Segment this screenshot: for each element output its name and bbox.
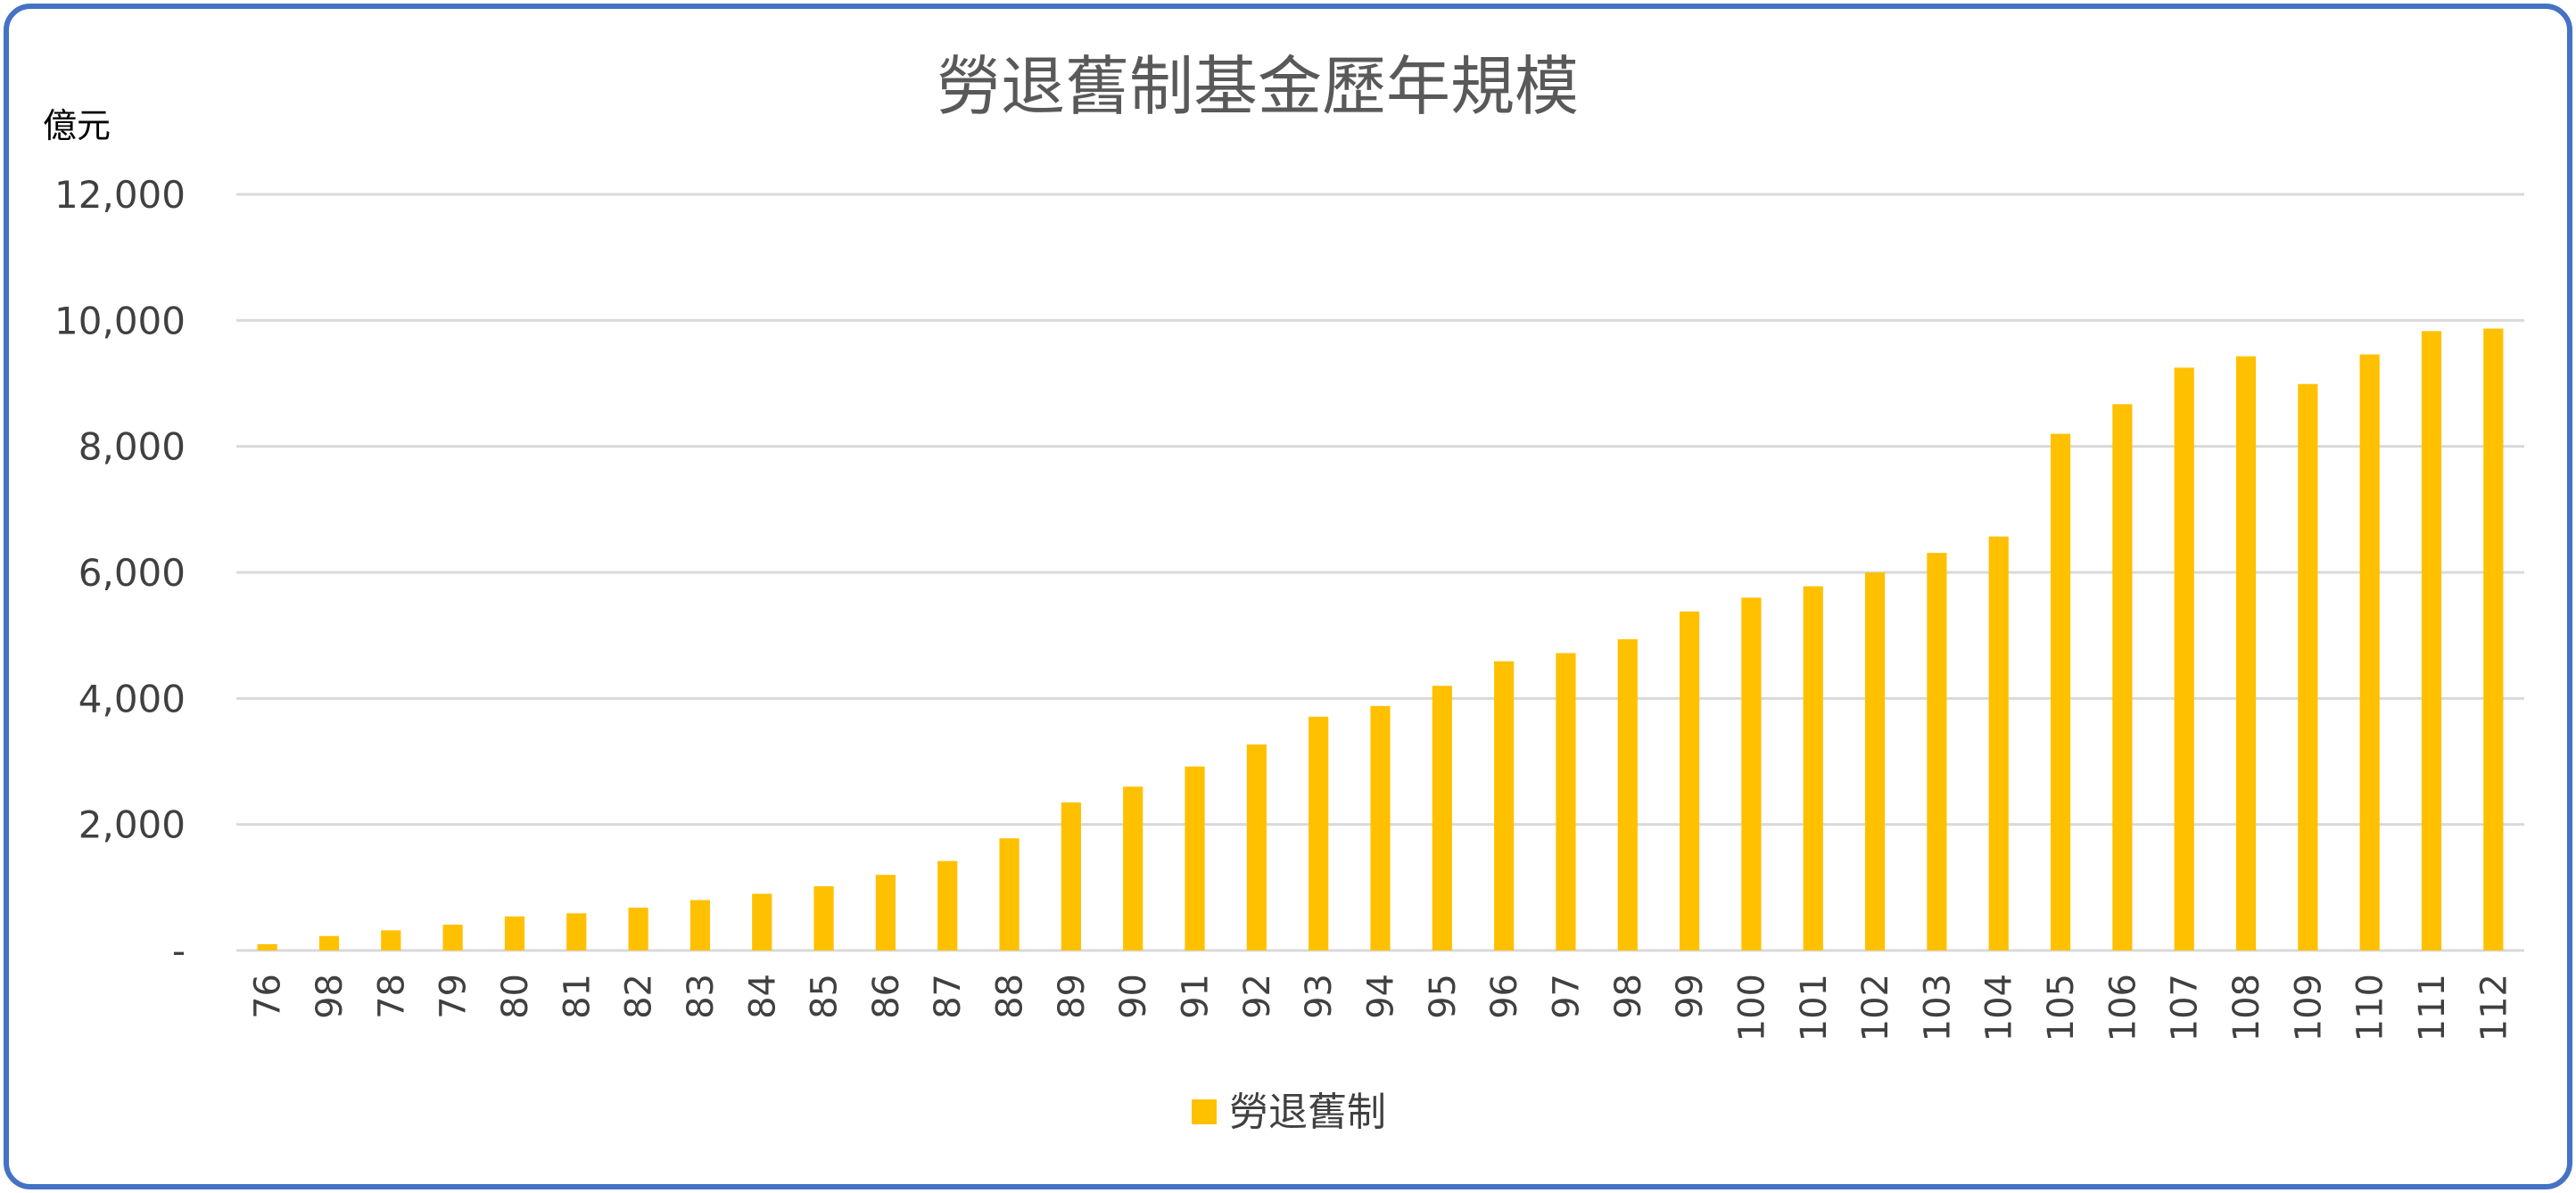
bar [1123, 786, 1144, 950]
bar [381, 930, 401, 950]
x-tick-label: 80 [495, 974, 536, 1019]
bar [1927, 553, 1947, 950]
bar [628, 907, 648, 950]
bars [257, 328, 2504, 950]
x-tick-label: 83 [681, 974, 722, 1019]
x-tick-label: 82 [619, 974, 660, 1019]
bar [875, 875, 896, 950]
x-tick-label: 99 [1670, 974, 1711, 1019]
x-tick-label: 96 [1484, 974, 1525, 1019]
bar [1061, 802, 1081, 950]
x-tick-label: 95 [1423, 974, 1464, 1019]
x-tick-label: 105 [2041, 974, 2082, 1041]
x-tick-label: 89 [1052, 974, 1093, 1019]
x-tick-label: 78 [371, 974, 412, 1019]
x-tick-label: 84 [742, 974, 783, 1019]
x-tick-label: 94 [1361, 974, 1402, 1019]
x-axis-tick-labels: 76 98 78 79 80 81 82 83 84 85 86 87 88 89 90 91 92 93 94 95… [248, 974, 2515, 1041]
x-tick-label: 111 [2412, 974, 2453, 1041]
x-tick-label: 76 [248, 974, 289, 1019]
x-tick-label: 103 [1917, 974, 1958, 1041]
bar [2359, 354, 2380, 950]
bar [1556, 653, 1576, 950]
bar [566, 913, 587, 950]
y-tick-label: - [172, 929, 186, 973]
x-tick-label: 98 [1608, 974, 1649, 1019]
legend-swatch [1192, 1099, 1217, 1124]
bar [937, 860, 958, 950]
y-tick-label: 2,000 [78, 803, 186, 847]
bar [1246, 744, 1267, 950]
bar [442, 925, 463, 950]
bar [504, 916, 525, 950]
x-tick-label: 79 [433, 974, 475, 1019]
y-tick-label: 10,000 [54, 299, 186, 342]
x-tick-label: 112 [2473, 974, 2514, 1041]
bar [2421, 331, 2442, 950]
y-axis-unit-label: 億元 [43, 106, 111, 145]
bar [1370, 705, 1391, 950]
y-tick-label: 4,000 [78, 677, 186, 720]
bar [1680, 611, 1700, 950]
bar [2235, 356, 2257, 950]
x-tick-label: 110 [2350, 974, 2391, 1041]
y-tick-label: 12,000 [54, 173, 186, 217]
x-tick-label: 81 [557, 974, 598, 1019]
bar [318, 935, 340, 950]
bar [999, 838, 1020, 950]
bar [2298, 383, 2318, 950]
x-tick-label: 108 [2226, 974, 2267, 1041]
x-tick-label: 106 [2102, 974, 2143, 1041]
y-tick-label: 6,000 [78, 551, 186, 595]
bar [1309, 716, 1329, 950]
bar [752, 893, 772, 950]
bar [1617, 638, 1638, 950]
bar [813, 885, 834, 950]
bar [1865, 572, 1886, 950]
bar [2483, 328, 2504, 950]
x-tick-label: 100 [1731, 974, 1772, 1041]
chart-frame [4, 4, 2572, 1189]
chart-title: 勞退舊制基金歷年規模 [937, 49, 1579, 124]
x-tick-label: 109 [2288, 974, 2329, 1041]
x-tick-label: 86 [866, 974, 907, 1019]
x-tick-label: 93 [1299, 974, 1340, 1019]
bar [1803, 586, 1823, 950]
x-tick-label: 101 [1794, 974, 1835, 1041]
x-tick-label: 90 [1113, 974, 1154, 1019]
y-axis-tick-labels: - 2,000 4,000 6,000 8,000 10,000 12,000 [54, 173, 186, 973]
bar [1494, 661, 1515, 950]
bar [2174, 367, 2194, 950]
bar [1185, 766, 1205, 950]
x-tick-label: 87 [928, 974, 969, 1019]
bar [689, 900, 711, 950]
legend-label: 勞退舊制 [1229, 1090, 1386, 1135]
x-tick-label: 92 [1237, 974, 1278, 1019]
x-tick-label: 85 [805, 974, 846, 1019]
x-tick-label: 97 [1546, 974, 1587, 1019]
x-tick-label: 102 [1855, 974, 1896, 1041]
y-tick-label: 8,000 [78, 425, 186, 469]
x-tick-label: 107 [2165, 974, 2206, 1041]
bar [2112, 404, 2133, 950]
x-tick-label: 88 [990, 974, 1031, 1019]
bar [1741, 597, 1762, 950]
x-tick-label: 98 [310, 974, 351, 1019]
x-tick-label: 91 [1176, 974, 1217, 1019]
bar [257, 943, 277, 950]
legend: 勞退舊制 [1192, 1090, 1386, 1135]
bar [1432, 686, 1452, 950]
bar [1988, 536, 2009, 950]
x-tick-label: 104 [1979, 974, 2020, 1041]
gridlines [236, 193, 2524, 952]
bar [2050, 433, 2071, 950]
